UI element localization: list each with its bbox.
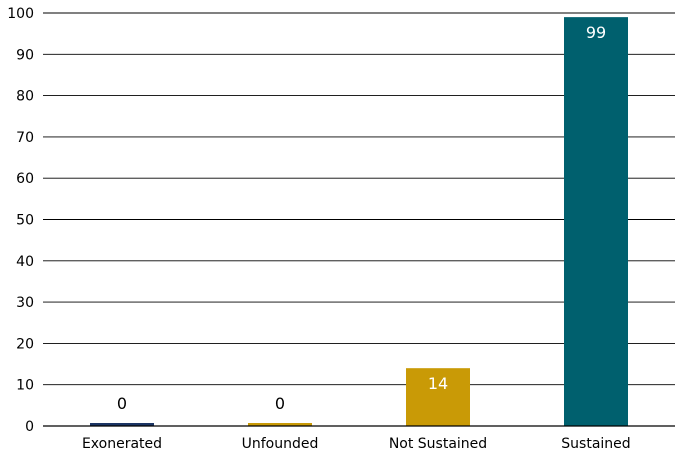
y-tick-label: 60 [16, 171, 34, 187]
y-tick-label: 30 [16, 295, 34, 311]
data-label: 0 [117, 394, 127, 413]
data-label: 99 [586, 23, 606, 42]
grid-lines [43, 12, 675, 386]
data-label: 14 [428, 374, 448, 393]
y-tick-label: 20 [16, 336, 34, 352]
y-tick-label: 40 [16, 254, 34, 270]
x-category-label: Sustained [561, 436, 630, 452]
y-tick-label: 80 [16, 89, 34, 105]
data-labels: 0 0 14 99 [117, 23, 606, 413]
x-category-label: Not Sustained [389, 436, 487, 452]
x-category-label: Exonerated [82, 436, 162, 452]
data-label: 0 [275, 394, 285, 413]
bars [90, 17, 628, 426]
y-tick-label: 100 [7, 6, 34, 22]
y-tick-label: 90 [16, 47, 34, 63]
y-tick-label: 0 [25, 419, 34, 435]
bar-sustained [564, 17, 628, 426]
bar-unfounded [248, 423, 312, 426]
x-category-label: Unfounded [242, 436, 319, 452]
bar-exonerated [90, 423, 154, 426]
y-tick-label: 50 [16, 213, 34, 229]
y-tick-label: 10 [16, 378, 34, 394]
category-labels: Exonerated Unfounded Not Sustained Sustaine… [82, 436, 631, 452]
y-axis-ticks: 0 10 20 30 40 50 60 70 80 90 100 [7, 6, 34, 435]
y-tick-label: 70 [16, 130, 34, 146]
bar-not-sustained [406, 368, 470, 426]
